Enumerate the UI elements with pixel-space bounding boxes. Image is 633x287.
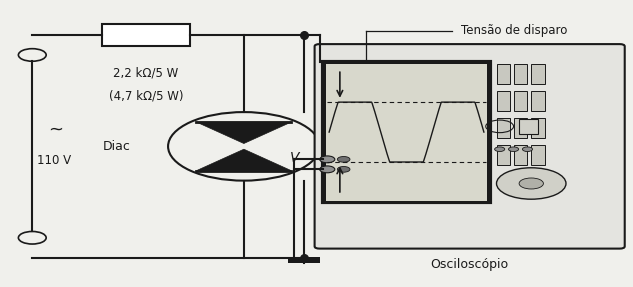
Text: Osciloscópio: Osciloscópio — [430, 258, 509, 271]
Circle shape — [337, 156, 350, 162]
Bar — [288, 257, 320, 263]
Bar — [496, 91, 510, 111]
Bar — [513, 145, 527, 165]
Circle shape — [494, 147, 505, 152]
Bar — [496, 118, 510, 138]
Bar — [496, 145, 510, 165]
Text: Diac: Diac — [103, 140, 130, 153]
Bar — [530, 91, 544, 111]
Circle shape — [522, 147, 532, 152]
Circle shape — [337, 166, 350, 172]
Bar — [530, 63, 544, 84]
Bar — [513, 91, 527, 111]
Bar — [496, 63, 510, 84]
Circle shape — [320, 166, 335, 173]
Bar — [530, 145, 544, 165]
Text: 2,2 kΩ/5 W: 2,2 kΩ/5 W — [113, 66, 179, 79]
Circle shape — [519, 178, 543, 189]
Text: ~: ~ — [48, 120, 63, 138]
Text: Tensão de disparo: Tensão de disparo — [461, 24, 568, 37]
Bar — [513, 63, 527, 84]
Bar — [513, 118, 527, 138]
Polygon shape — [196, 122, 291, 144]
Circle shape — [508, 147, 518, 152]
Bar — [323, 62, 490, 202]
Text: (4,7 kΩ/5 W): (4,7 kΩ/5 W) — [109, 89, 183, 102]
Bar — [326, 63, 487, 201]
Bar — [518, 119, 537, 133]
Bar — [102, 24, 190, 46]
Text: V: V — [290, 151, 299, 165]
Polygon shape — [196, 149, 291, 171]
Bar — [530, 118, 544, 138]
FancyBboxPatch shape — [315, 44, 625, 249]
Circle shape — [320, 156, 335, 163]
Circle shape — [496, 168, 566, 199]
Text: 110 V: 110 V — [37, 154, 72, 167]
